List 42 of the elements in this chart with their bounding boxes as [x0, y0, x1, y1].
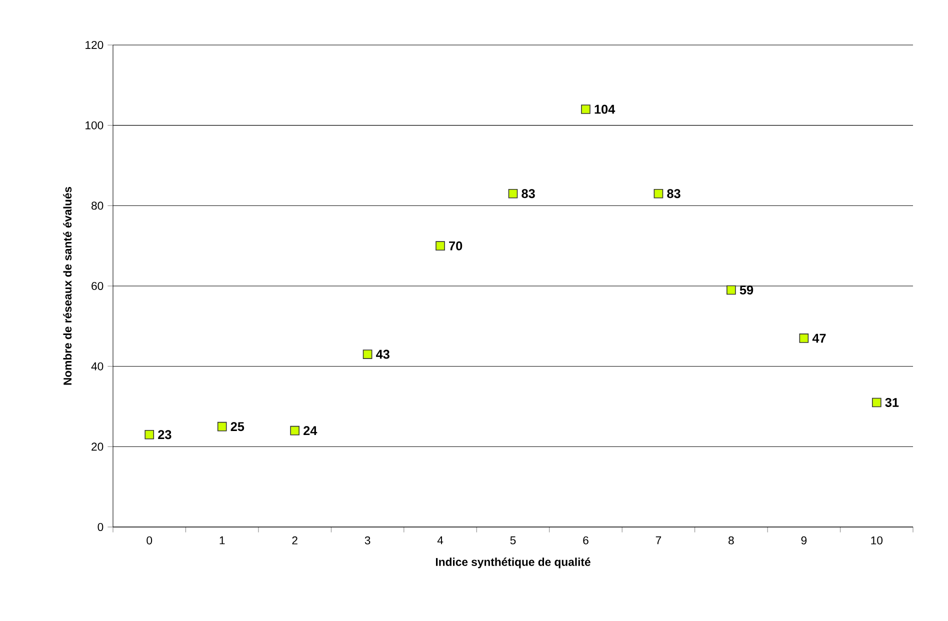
x-tick-label: 3	[364, 536, 370, 544]
point	[144, 430, 154, 440]
point	[799, 334, 809, 343]
point	[436, 241, 445, 250]
x-tick-label: 0	[146, 536, 152, 544]
point	[217, 422, 227, 432]
y-tick-label: 40	[91, 362, 104, 370]
y-tick-label: 80	[92, 202, 104, 210]
data-label: 24	[304, 426, 318, 436]
x-tick-label: 5	[510, 536, 516, 544]
x-tick-label: 1	[220, 536, 225, 544]
point	[508, 188, 518, 198]
x-tick-label: 7	[656, 536, 662, 544]
x-tick-label: 4	[437, 536, 444, 544]
data-label: 59	[740, 286, 754, 294]
point	[581, 104, 590, 114]
x-tick-label: 9	[801, 536, 807, 544]
point	[872, 398, 882, 408]
data-label: 70	[449, 241, 462, 250]
y-tick-label: 0	[98, 522, 104, 532]
y-tick-label: 100	[86, 121, 104, 130]
point	[362, 350, 372, 359]
data-label: 104	[594, 104, 616, 114]
x-tick-label: 8	[728, 536, 734, 544]
data-label: 23	[158, 430, 172, 440]
y-axis-title: Nombre de réseaux de santé évalués	[63, 186, 72, 385]
data-label: 25	[230, 422, 244, 432]
data-label: 31	[885, 398, 899, 407]
x-tick-label: 2	[292, 536, 298, 544]
point	[290, 426, 300, 436]
data-label: 83	[522, 189, 535, 198]
data-label: 83	[667, 189, 680, 198]
data-label: 43	[376, 350, 390, 359]
y-tick-label: 20	[92, 442, 104, 451]
x-axis-title: Indice synthétique de qualité	[436, 558, 590, 568]
y-tick-label: 60	[92, 282, 104, 290]
x-tick-label: 10	[871, 536, 883, 544]
data-label: 47	[812, 334, 826, 343]
x-tick-label: 6	[583, 536, 588, 544]
point	[726, 285, 736, 295]
point	[654, 188, 664, 198]
y-tick-label: 120	[86, 40, 104, 49]
